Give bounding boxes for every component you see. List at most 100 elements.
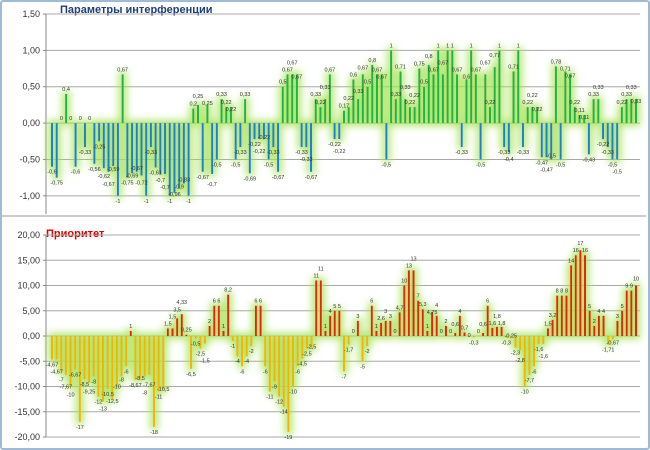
y-tick-label: -15,00 bbox=[14, 407, 40, 417]
data-label: 16 bbox=[573, 248, 579, 254]
bar bbox=[583, 115, 586, 124]
data-label: -11 bbox=[266, 395, 274, 401]
bar bbox=[272, 123, 275, 148]
bar bbox=[560, 295, 563, 336]
data-label: 4 bbox=[458, 309, 461, 315]
bar bbox=[371, 64, 374, 124]
bar bbox=[398, 312, 401, 336]
data-label: 0,4 bbox=[62, 87, 70, 93]
data-label: 9 bbox=[630, 284, 633, 290]
data-label: 0,22 bbox=[405, 100, 416, 106]
bar bbox=[357, 99, 360, 124]
bar bbox=[253, 123, 256, 140]
bar bbox=[301, 336, 304, 359]
data-label: 4 bbox=[329, 309, 332, 315]
bar bbox=[347, 336, 350, 345]
data-label: -0,67 bbox=[305, 175, 318, 181]
data-label: 1 bbox=[446, 43, 449, 49]
bar bbox=[564, 71, 567, 124]
bar bbox=[441, 74, 444, 124]
bar bbox=[380, 322, 383, 336]
bar bbox=[465, 79, 468, 124]
bar bbox=[139, 336, 142, 379]
data-label: -18 bbox=[150, 430, 158, 436]
bar bbox=[588, 310, 591, 336]
bar bbox=[486, 305, 489, 336]
bar bbox=[621, 310, 624, 336]
data-label: 0,67 bbox=[428, 67, 439, 73]
chart-title: Параметры интерференции bbox=[60, 4, 213, 16]
bar bbox=[570, 265, 573, 336]
data-label: -0,5 bbox=[546, 153, 555, 159]
bar bbox=[498, 50, 501, 124]
bar bbox=[380, 74, 383, 124]
bar bbox=[460, 123, 463, 148]
data-label: 0,6 bbox=[350, 72, 358, 78]
data-label: 8 bbox=[556, 289, 559, 295]
data-label: 0,78 bbox=[551, 59, 562, 65]
bar bbox=[533, 336, 536, 367]
bar bbox=[427, 64, 430, 124]
data-label: -2,5 bbox=[307, 345, 316, 351]
data-label: 0,67 bbox=[117, 67, 128, 73]
bar bbox=[432, 74, 435, 124]
data-label: 1,8 bbox=[493, 314, 501, 320]
bar bbox=[435, 315, 438, 336]
bar bbox=[157, 336, 160, 392]
bar-series bbox=[51, 250, 637, 432]
data-label: 8 bbox=[565, 289, 568, 295]
bar bbox=[625, 290, 628, 336]
data-label: 3 bbox=[616, 314, 619, 320]
bar bbox=[421, 309, 424, 336]
bar bbox=[244, 99, 247, 124]
data-label: 13 bbox=[410, 256, 416, 262]
bar bbox=[199, 336, 202, 349]
data-label: -12 bbox=[94, 400, 102, 406]
data-label: -10,5 bbox=[157, 387, 170, 393]
bar bbox=[509, 336, 512, 338]
bar bbox=[463, 332, 466, 336]
bar bbox=[231, 336, 234, 342]
data-label: -0,62 bbox=[98, 174, 111, 180]
data-label: 17 bbox=[577, 241, 583, 247]
bar bbox=[83, 336, 86, 379]
data-label: -0,33 bbox=[498, 150, 511, 156]
bar bbox=[222, 330, 225, 336]
data-label: -1 bbox=[230, 344, 235, 350]
data-label: 0 bbox=[69, 116, 72, 122]
data-label: 16 bbox=[582, 248, 588, 254]
chart-title: Приоритет bbox=[46, 228, 105, 240]
bar bbox=[417, 300, 420, 336]
data-label: 1 bbox=[324, 324, 327, 330]
bar bbox=[314, 99, 317, 124]
bar bbox=[554, 66, 557, 124]
data-label: -0,47 bbox=[540, 167, 553, 173]
bar bbox=[343, 110, 345, 124]
data-label: 0,67 bbox=[376, 74, 387, 80]
bar bbox=[635, 285, 637, 336]
bar bbox=[78, 336, 81, 422]
bar bbox=[213, 305, 216, 336]
data-label: 1 bbox=[451, 43, 454, 49]
data-label: -7,67 bbox=[143, 383, 156, 389]
bar bbox=[148, 336, 151, 375]
bar bbox=[305, 336, 308, 349]
bar bbox=[343, 336, 345, 372]
data-label: -0,5 bbox=[231, 162, 240, 168]
bar bbox=[361, 336, 364, 362]
bar bbox=[220, 99, 223, 124]
data-label: -0,7 bbox=[156, 178, 165, 184]
data-label: -4,67 bbox=[46, 363, 59, 369]
data-label: 2 bbox=[208, 319, 211, 325]
data-label: 1,5 bbox=[169, 314, 177, 320]
data-label: 0,25 bbox=[202, 101, 213, 107]
data-label: 6 bbox=[370, 299, 373, 305]
bar bbox=[206, 104, 209, 124]
data-label: -0,33 bbox=[234, 150, 247, 156]
bar bbox=[64, 336, 67, 375]
data-label: -6 bbox=[295, 369, 300, 375]
bar bbox=[286, 74, 289, 124]
data-label: -0,6 bbox=[71, 170, 80, 176]
bar bbox=[121, 74, 124, 124]
data-label: -0,22 bbox=[258, 135, 271, 141]
